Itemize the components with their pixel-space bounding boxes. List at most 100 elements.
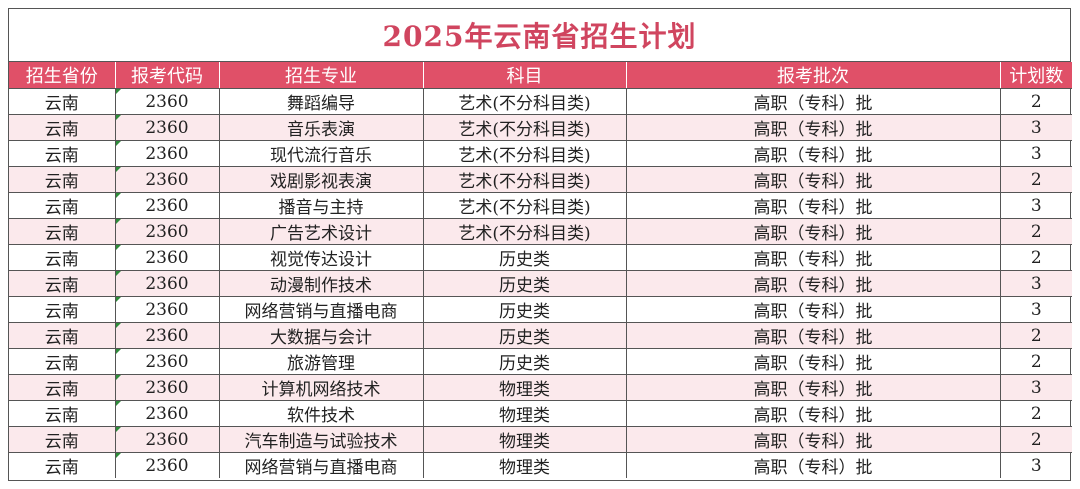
cell-batch: 高职（专科）批: [626, 348, 1001, 375]
cell-subject: 物理类: [423, 452, 627, 478]
cell-major: 大数据与会计: [219, 322, 424, 349]
cell-plan-count: 3: [1000, 140, 1072, 167]
cell-plan-count: 2: [1000, 426, 1072, 453]
cell-code: 2360: [115, 114, 220, 141]
cell-subject: 历史类: [423, 348, 627, 375]
cell-major: 计算机网络技术: [219, 374, 424, 401]
cell-major: 网络营销与直播电商: [219, 452, 424, 478]
table-row: 云南 2360 播音与主持 艺术(不分科目类) 高职（专科）批 3: [9, 192, 1072, 219]
cell-code: 2360: [115, 374, 220, 401]
cell-major: 汽车制造与试验技术: [219, 426, 424, 453]
cell-batch: 高职（专科）批: [626, 374, 1001, 401]
enrollment-table: 招生省份 报考代码 招生专业 科目 报考批次 计划数 云南 2360 舞蹈编导 艺术(…: [9, 62, 1072, 478]
cell-code: 2360: [115, 244, 220, 271]
cell-plan-count: 2: [1000, 348, 1072, 375]
table-row: 云南 2360 音乐表演 艺术(不分科目类) 高职（专科）批 3: [9, 114, 1072, 141]
table-row: 云南 2360 汽车制造与试验技术 物理类 高职（专科）批 2: [9, 426, 1072, 453]
cell-major: 音乐表演: [219, 114, 424, 141]
cell-code: 2360: [115, 322, 220, 349]
cell-batch: 高职（专科）批: [626, 218, 1001, 245]
cell-plan-count: 3: [1000, 114, 1072, 141]
cell-province: 云南: [9, 322, 116, 349]
cell-batch: 高职（专科）批: [626, 166, 1001, 193]
table-row: 云南 2360 网络营销与直播电商 历史类 高职（专科）批 3: [9, 296, 1072, 323]
cell-plan-count: 2: [1000, 244, 1072, 271]
cell-subject: 艺术(不分科目类): [423, 140, 627, 167]
cell-province: 云南: [9, 400, 116, 427]
cell-plan-count: 2: [1000, 88, 1072, 115]
table-row: 云南 2360 广告艺术设计 艺术(不分科目类) 高职（专科）批 2: [9, 218, 1072, 245]
cell-code: 2360: [115, 426, 220, 453]
table-row: 云南 2360 视觉传达设计 历史类 高职（专科）批 2: [9, 244, 1072, 271]
header-batch: 报考批次: [626, 62, 1001, 89]
cell-batch: 高职（专科）批: [626, 400, 1001, 427]
cell-code: 2360: [115, 166, 220, 193]
cell-province: 云南: [9, 348, 116, 375]
cell-province: 云南: [9, 374, 116, 401]
cell-plan-count: 3: [1030, 455, 1042, 476]
table-row: 云南 2360 计算机网络技术 物理类 高职（专科）批 3: [9, 374, 1072, 401]
cell-province: 云南: [9, 426, 116, 453]
cell-code: 2360: [115, 452, 220, 478]
cell-major: 旅游管理: [219, 348, 424, 375]
cell-subject: 艺术(不分科目类): [423, 218, 627, 245]
cell-major: 播音与主持: [219, 192, 424, 219]
cell-subject: 历史类: [423, 244, 627, 271]
cell-plan-count: 2: [1000, 166, 1072, 193]
cell-subject: 历史类: [423, 270, 627, 297]
cell-province: 云南: [9, 452, 116, 478]
cell-province: 云南: [9, 114, 116, 141]
cell-code: 2360: [115, 192, 220, 219]
cell-subject: 艺术(不分科目类): [423, 192, 627, 219]
cell-code: 2360: [115, 218, 220, 245]
cell-major: 现代流行音乐: [219, 140, 424, 167]
table-row: 云南 2360 旅游管理 历史类 高职（专科）批 2: [9, 348, 1072, 375]
cell-province: 云南: [9, 296, 116, 323]
cell-batch: 高职（专科）批: [626, 296, 1001, 323]
cell-subject: 历史类: [423, 322, 627, 349]
cell-plan-count: 2: [1000, 322, 1072, 349]
cell-province: 云南: [9, 270, 116, 297]
header-plan-count: 计划数: [1000, 62, 1072, 89]
table-row: 云南 2360 网络营销与直播电商 物理类 高职（专科）批 3: [9, 452, 1072, 478]
cell-major: 网络营销与直播电商: [219, 296, 424, 323]
enrollment-plan-sheet: 2025年云南省招生计划 招生省份 报考代码 招生专业 科目 报考批次 计划数 …: [8, 8, 1072, 481]
cell-batch: 高职（专科）批: [626, 270, 1001, 297]
cell-province: 云南: [9, 88, 116, 115]
cell-code: 2360: [115, 270, 220, 297]
cell-major: 舞蹈编导: [219, 88, 424, 115]
header-major: 招生专业: [219, 62, 424, 89]
cell-plan-count: 3: [1000, 270, 1072, 297]
cell-major: 广告艺术设计: [219, 218, 424, 245]
cell-plan-count: 3: [1000, 192, 1072, 219]
cell-plan-count: 3: [1000, 296, 1072, 323]
cell-subject: 物理类: [423, 426, 627, 453]
cell-batch: 高职（专科）批: [626, 88, 1001, 115]
cell-subject: 艺术(不分科目类): [423, 88, 627, 115]
table-body: 云南 2360 舞蹈编导 艺术(不分科目类) 高职（专科）批 2 云南 2360 音乐表演 艺术(…: [9, 88, 1072, 478]
header-code: 报考代码: [115, 62, 220, 89]
header-province: 招生省份: [9, 62, 116, 89]
cell-batch: 高职（专科）批: [626, 244, 1001, 271]
cell-batch: 高职（专科）批: [626, 322, 1001, 349]
cell-province: 云南: [9, 244, 116, 271]
cell-subject: 历史类: [423, 296, 627, 323]
cell-batch: 高职（专科）批: [626, 114, 1001, 141]
cell-code: 2360: [115, 140, 220, 167]
cell-subject: 物理类: [423, 374, 627, 401]
cell-code: 2360: [115, 296, 220, 323]
cell-code: 2360: [115, 348, 220, 375]
cell-batch: 高职（专科）批: [626, 192, 1001, 219]
table-row: 云南 2360 现代流行音乐 艺术(不分科目类) 高职（专科）批 3: [9, 140, 1072, 167]
cell-batch: 高职（专科）批: [626, 140, 1001, 167]
table-row: 云南 2360 软件技术 物理类 高职（专科）批 2: [9, 400, 1072, 427]
cell-major: 戏剧影视表演: [219, 166, 424, 193]
header-row: 招生省份 报考代码 招生专业 科目 报考批次 计划数: [9, 62, 1072, 89]
cell-subject: 物理类: [423, 400, 627, 427]
cell-plan-count: 2: [1000, 218, 1072, 245]
cell-code: 2360: [115, 400, 220, 427]
cell-province: 云南: [9, 218, 116, 245]
table-row: 云南 2360 动漫制作技术 历史类 高职（专科）批 3: [9, 270, 1072, 297]
cell-province: 云南: [9, 140, 116, 167]
cell-province: 云南: [9, 166, 116, 193]
